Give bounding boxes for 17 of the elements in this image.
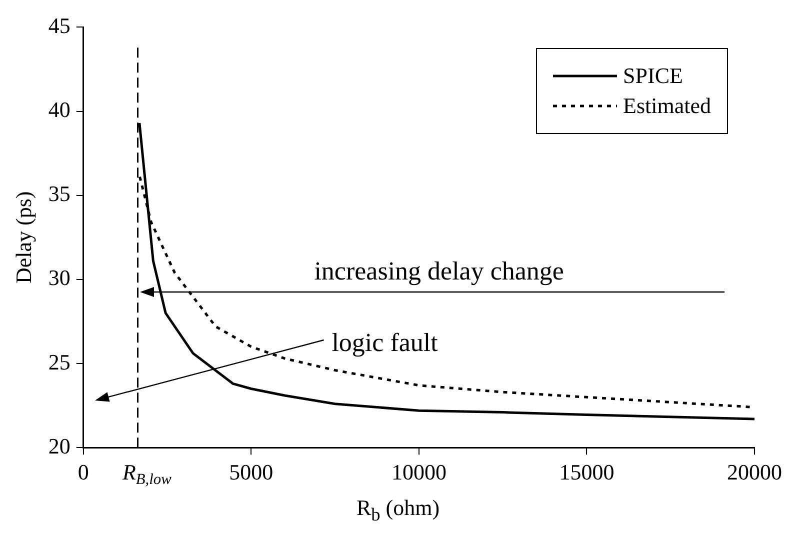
legend-label: SPICE xyxy=(623,63,683,89)
y-tick-label: 40 xyxy=(48,97,70,122)
y-axis-title: Delay (ps) xyxy=(10,191,36,284)
y-tick-label: 30 xyxy=(48,265,70,290)
x-tick-label: 15000 xyxy=(559,460,614,485)
y-tick-label: 20 xyxy=(48,433,70,458)
y-tick-label: 35 xyxy=(48,181,70,206)
x-tick-label: 10000 xyxy=(391,460,446,485)
y-tick-label: 25 xyxy=(48,349,70,374)
x-axis-title: R$_{b}$ (ohm) xyxy=(355,494,441,525)
x-tick-label: 0 xyxy=(78,460,89,485)
annotation: increasing delay change xyxy=(314,256,564,286)
x-tick-label: 20000 xyxy=(727,460,782,485)
annotation: logic fault xyxy=(332,328,439,357)
y-tick-label: 45 xyxy=(48,12,70,38)
x-tick-label: 5000 xyxy=(229,460,274,485)
legend-label: Estimated xyxy=(623,93,711,119)
